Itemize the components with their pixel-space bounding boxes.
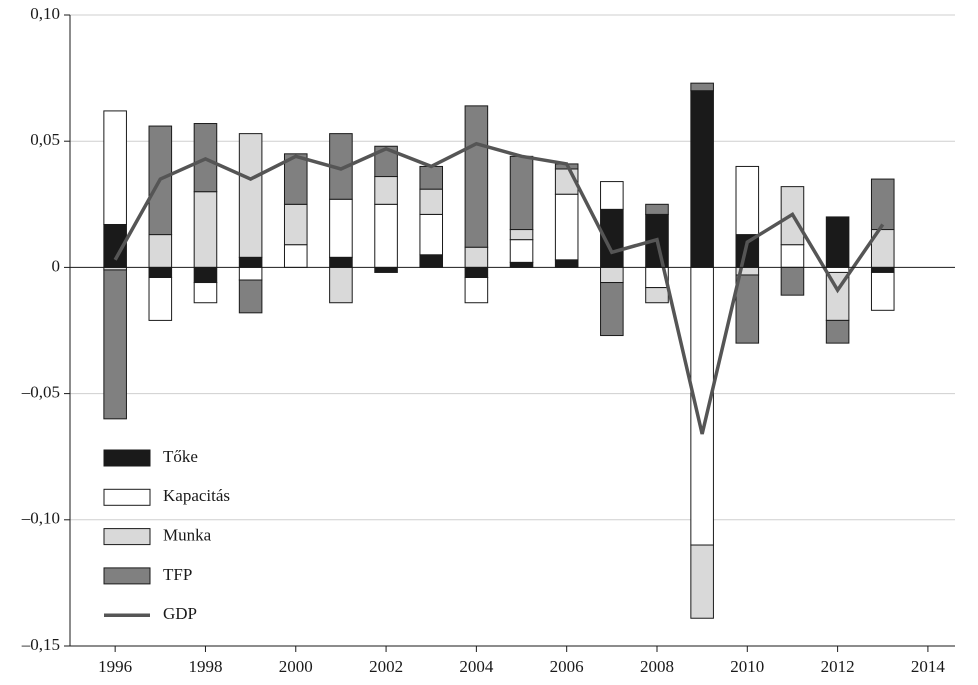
bar-segment bbox=[238, 266, 263, 281]
bar-segment bbox=[870, 178, 895, 231]
bar-segment bbox=[464, 276, 489, 304]
bar-segment bbox=[374, 203, 398, 268]
bar-segment bbox=[690, 544, 714, 619]
bar-segment bbox=[238, 256, 263, 268]
bar-segment bbox=[825, 266, 850, 273]
bar-segment bbox=[283, 244, 308, 268]
bar-segment bbox=[374, 176, 398, 205]
legend-swatch bbox=[103, 567, 151, 585]
bar-segment bbox=[148, 276, 173, 321]
x-tick-label: 1996 bbox=[98, 657, 132, 676]
legend-label: GDP bbox=[163, 604, 197, 623]
legend-swatch bbox=[103, 449, 151, 467]
bar-segment bbox=[464, 246, 489, 268]
bar-segment bbox=[419, 188, 444, 215]
bar-segment bbox=[283, 203, 308, 246]
bar-segment bbox=[735, 165, 760, 236]
bar-segment bbox=[103, 110, 127, 225]
legend-label: Kapacitás bbox=[163, 486, 230, 505]
bar-segment bbox=[554, 193, 579, 261]
x-tick-label: 2000 bbox=[279, 657, 313, 676]
bar-segment bbox=[193, 282, 218, 304]
bar-segment bbox=[238, 279, 263, 314]
legend-label: Tőke bbox=[163, 447, 198, 466]
bar-segment bbox=[374, 145, 398, 178]
y-tick-label: –0,10 bbox=[21, 509, 60, 528]
bar-segment bbox=[690, 82, 714, 92]
y-tick-label: –0,05 bbox=[21, 383, 60, 402]
bar-segment bbox=[509, 155, 534, 231]
bar-segment bbox=[509, 229, 534, 241]
x-tick-label: 2002 bbox=[369, 657, 403, 676]
bar-segment bbox=[780, 244, 805, 268]
bar-segment bbox=[600, 181, 624, 210]
bar-segment bbox=[735, 274, 760, 344]
y-tick-label: –0,15 bbox=[21, 635, 60, 654]
x-tick-label: 2010 bbox=[730, 657, 764, 676]
x-tick-label: 2012 bbox=[821, 657, 855, 676]
bar-segment bbox=[870, 271, 895, 311]
bar-segment bbox=[645, 287, 669, 304]
bar-segment bbox=[329, 266, 353, 304]
bar-segment bbox=[238, 133, 263, 258]
y-tick-label: 0,10 bbox=[30, 4, 60, 23]
x-tick-label: 2004 bbox=[459, 657, 494, 676]
bar-segment bbox=[509, 239, 534, 263]
bar-segment bbox=[329, 256, 353, 268]
legend-label: Munka bbox=[163, 526, 212, 545]
gdp-line bbox=[113, 141, 885, 435]
bar-segment bbox=[509, 261, 534, 268]
bar-segment bbox=[600, 282, 624, 337]
bar-segment bbox=[780, 266, 805, 296]
bar-segment bbox=[645, 203, 669, 215]
bar-segment bbox=[419, 165, 444, 190]
bar-segment bbox=[103, 269, 127, 420]
bar-segment bbox=[419, 254, 444, 268]
bar-segment bbox=[193, 266, 218, 284]
bar-segment bbox=[148, 266, 173, 278]
bar-segment bbox=[825, 319, 850, 344]
legend-swatch bbox=[103, 488, 151, 506]
bar-segment bbox=[825, 216, 850, 268]
bar-segment bbox=[148, 234, 173, 268]
x-tick-label: 2006 bbox=[550, 657, 584, 676]
bar-segment bbox=[283, 153, 308, 205]
y-tick-label: 0,05 bbox=[30, 130, 60, 149]
bar-segment bbox=[193, 191, 218, 268]
y-tick-label: 0 bbox=[52, 256, 61, 275]
bar-segment bbox=[464, 105, 489, 248]
legend-label: TFP bbox=[163, 565, 192, 584]
x-tick-label: 2014 bbox=[911, 657, 946, 676]
bar-segment bbox=[464, 266, 489, 278]
bar-segment bbox=[600, 266, 624, 284]
bar-segment bbox=[374, 266, 398, 273]
bar-segment bbox=[329, 198, 353, 258]
bar-segment bbox=[419, 213, 444, 256]
bar-segment bbox=[690, 90, 714, 268]
bar-segment bbox=[554, 259, 579, 268]
bar-segment bbox=[870, 266, 895, 273]
x-tick-label: 2008 bbox=[640, 657, 674, 676]
legend-swatch bbox=[103, 528, 151, 546]
bar-segment bbox=[735, 234, 760, 268]
x-tick-label: 1998 bbox=[188, 657, 222, 676]
